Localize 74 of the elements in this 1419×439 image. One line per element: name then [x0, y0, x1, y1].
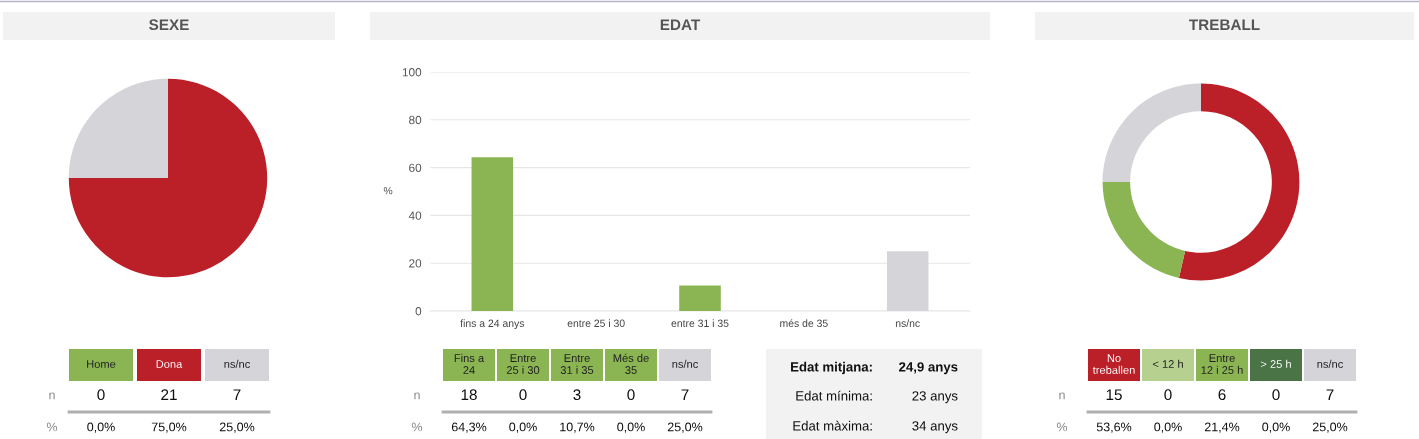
text: 0,0%: [509, 422, 537, 433]
pie-slice: [68, 78, 268, 278]
text: n: [49, 392, 55, 400]
x-tick-label: més de 35: [780, 319, 828, 327]
text: 24,9 anys: [899, 362, 958, 375]
category-label: ns/nc: [1317, 359, 1343, 368]
text: 25,0%: [667, 422, 703, 433]
text: 0,0%: [617, 422, 645, 433]
text: 25,0%: [1312, 422, 1348, 433]
x-tick-label: entre 31 i 35: [671, 319, 729, 327]
category-label: Fins a 24: [454, 353, 485, 374]
y-tick-label: 20: [409, 259, 422, 268]
text: 3: [573, 389, 581, 401]
text: 0: [519, 389, 527, 401]
text: 64,3%: [451, 422, 487, 433]
category-label: No treballen: [1092, 354, 1135, 374]
text: %: [46, 422, 58, 432]
text: %: [1056, 422, 1068, 432]
text: 0: [1272, 389, 1280, 401]
category-label: Més de 35: [613, 353, 649, 374]
chart-title: EDAT: [660, 19, 701, 30]
category-label: > 25 h: [1260, 359, 1291, 368]
pie-slice: [68, 78, 168, 178]
bar: [886, 251, 929, 311]
text: 7: [681, 389, 689, 400]
text: 21: [161, 389, 177, 400]
text: Edat mitjana:: [791, 361, 872, 375]
chart-title: TREBALL: [1189, 19, 1260, 30]
text: 0,0%: [1154, 422, 1182, 433]
y-tick-label: 0: [415, 307, 422, 316]
text: Edat mínima:: [796, 390, 872, 401]
text: 0,0%: [87, 422, 115, 433]
text: 10,7%: [560, 422, 595, 433]
text: 0: [1164, 389, 1172, 401]
text: 34 anys: [912, 421, 958, 434]
y-tick-label: 100: [402, 68, 422, 77]
category-label: Entre 31 i 35: [560, 354, 594, 374]
x-tick-label: entre 25 i 30: [567, 319, 625, 327]
text: 18: [461, 389, 477, 401]
donut-slice: [1178, 83, 1300, 281]
text: 23 anys: [912, 391, 958, 404]
donut-slice: [1102, 182, 1186, 278]
text: 15: [1106, 389, 1122, 401]
donut-slice: [1102, 83, 1201, 182]
x-tick-label: ns/nc: [895, 319, 920, 327]
text: 0: [627, 389, 635, 401]
category-label: Home: [87, 360, 116, 368]
text: 25,0%: [219, 422, 255, 433]
category-label: Entre 25 i 30: [506, 354, 540, 374]
text: 7: [1326, 389, 1334, 400]
text: 0: [97, 389, 105, 401]
text: 21,4%: [1204, 422, 1240, 433]
x-tick-label: fins a 24 anys: [460, 319, 525, 330]
text: 6: [1218, 389, 1226, 401]
bar: [679, 285, 721, 311]
category-label: ns/nc: [224, 359, 250, 368]
text: 0,0%: [1262, 422, 1290, 433]
text: %: [411, 422, 423, 432]
text: Edat màxima:: [793, 420, 872, 431]
category-label: Dona: [156, 360, 183, 368]
y-tick-label: 60: [409, 163, 422, 172]
text: 7: [233, 389, 241, 400]
y-tick-label: 40: [408, 211, 422, 220]
bar: [471, 157, 514, 311]
y-axis-title: %: [383, 186, 393, 195]
text: n: [1059, 392, 1065, 400]
text: n: [414, 392, 420, 400]
chart-title: SEXE: [149, 19, 189, 31]
category-label: < 12 h: [1152, 359, 1183, 368]
y-tick-label: 80: [409, 115, 422, 125]
text: 75,0%: [151, 422, 187, 433]
text: 53,6%: [1096, 422, 1132, 433]
category-label: Entre 12 i 25 h: [1201, 354, 1243, 374]
category-label: ns/nc: [672, 359, 698, 368]
